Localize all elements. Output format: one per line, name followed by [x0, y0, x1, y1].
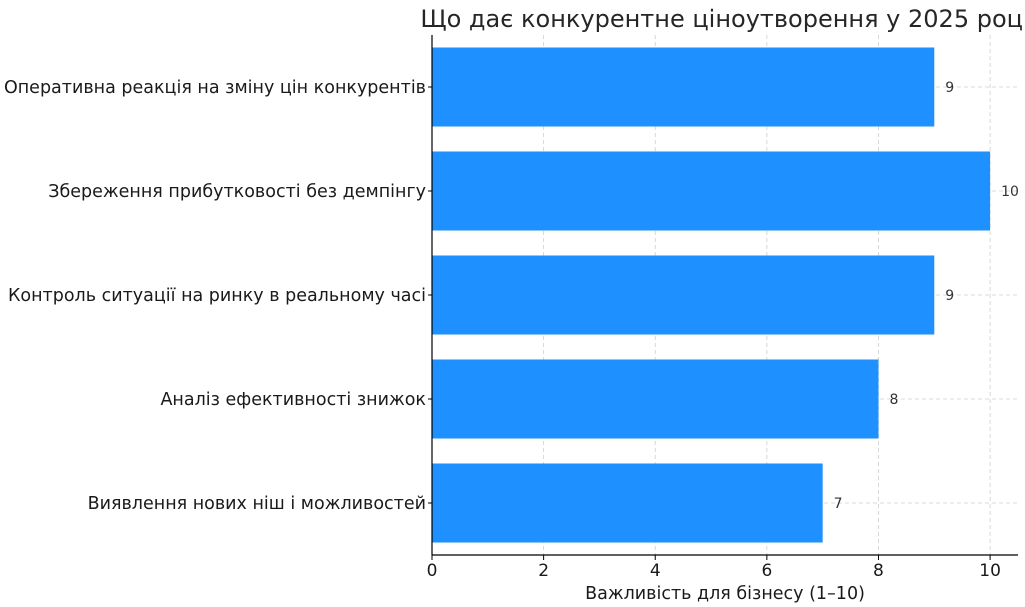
category-label: Контроль ситуації на ринку в реальному ч… — [8, 286, 426, 306]
data-label: 7 — [834, 496, 843, 512]
bars — [432, 47, 990, 542]
data-label: 10 — [1001, 184, 1019, 200]
x-axis-label: Важливість для бізнесу (1–10) — [585, 584, 865, 604]
bar — [432, 359, 878, 438]
category-label: Збереження прибутковості без демпінгу — [48, 182, 426, 202]
bar — [432, 47, 934, 126]
category-label: Аналіз ефективності знижок — [160, 390, 426, 410]
x-tick-label: 0 — [427, 561, 438, 581]
category-label: Оперативна реакція на зміну цін конкурен… — [4, 78, 426, 98]
bar — [432, 463, 823, 542]
x-tick-label: 6 — [761, 561, 772, 581]
data-label: 9 — [945, 80, 954, 96]
data-label: 8 — [889, 392, 898, 408]
bar — [432, 151, 990, 230]
data-label: 9 — [945, 288, 954, 304]
category-label: Виявлення нових ніш і можливостей — [88, 494, 426, 514]
x-tick-label: 4 — [650, 561, 661, 581]
bar — [432, 255, 934, 334]
x-tick-label: 8 — [873, 561, 884, 581]
x-tick-label: 10 — [979, 561, 1001, 581]
x-tick-label: 2 — [538, 561, 549, 581]
chart-title: Що дає конкурентне ціноутворення у 2025 … — [420, 5, 1025, 33]
